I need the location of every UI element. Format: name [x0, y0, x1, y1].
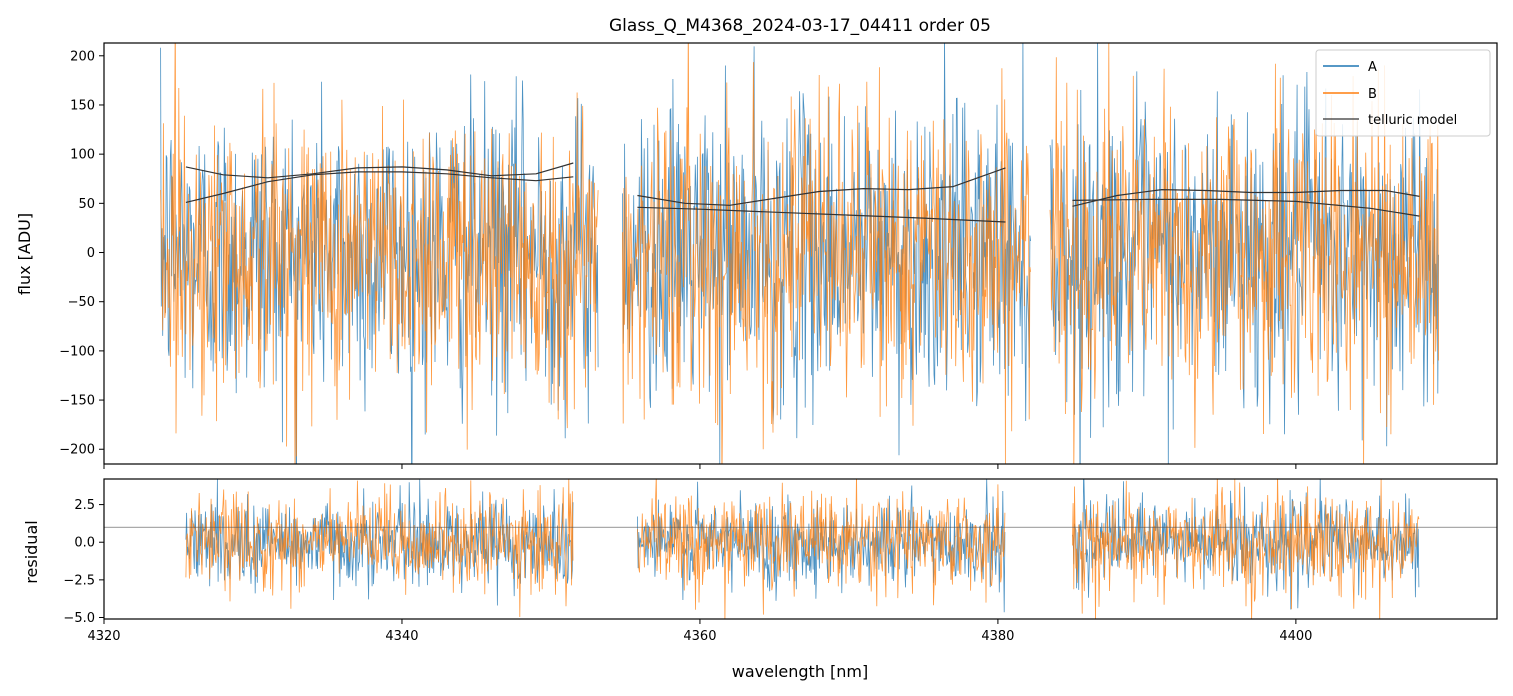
flux-y-ticks: 200 150 100 50 0 −50 −100 −150 −200: [59, 49, 104, 458]
series-a-segment-3: [1049, 43, 1439, 464]
flux-y-tick-label: −100: [59, 344, 95, 359]
telluric-model-curve-1: [185, 162, 574, 179]
series-b-segment-3: [1049, 43, 1439, 464]
telluric-model-curve-6: [1072, 198, 1420, 217]
x-tick-label: 4400: [1279, 629, 1312, 644]
legend-box: [1315, 49, 1491, 137]
flux-y-tick-label: 200: [70, 49, 95, 64]
series-b-segment-1: [160, 43, 599, 464]
residual-y-axis-label: residual: [22, 520, 41, 583]
legend: A B telluric model: [1315, 49, 1491, 137]
x-axis-label: wavelength [nm]: [732, 662, 869, 681]
flux-x-ticks: [103, 464, 1297, 469]
flux-y-tick-label: −50: [68, 295, 95, 310]
residual-b-segment-2: [637, 479, 1006, 619]
residual-b-segment-1: [185, 479, 574, 618]
x-tick-label: 4360: [683, 629, 716, 644]
flux-panel-frame: [103, 42, 1498, 465]
flux-y-tick-label: 100: [70, 148, 95, 163]
residual-panel-frame: [103, 478, 1498, 620]
legend-label-telluric-model: telluric model: [1368, 113, 1457, 128]
telluric-model-curve-5: [1072, 189, 1420, 207]
flux-y-tick-label: 150: [70, 98, 95, 113]
flux-y-tick-label: −200: [59, 443, 95, 458]
residual-a-segment-1: [185, 479, 574, 606]
residual-panel: 2.5 0.0 −2.5 −5.0 4320 4340 4360 4380 4400 resi…: [22, 478, 1498, 681]
series-b-segment-2: [622, 43, 1031, 464]
residual-y-tick-label: 0.0: [74, 536, 95, 551]
residual-y-ticks: 2.5 0.0 −2.5 −5.0: [63, 498, 104, 626]
x-tick-label: 4380: [981, 629, 1014, 644]
residual-plot-area: [104, 479, 1497, 619]
flux-y-tick-label: 50: [78, 197, 95, 212]
flux-y-tick-label: −150: [59, 394, 95, 409]
legend-label-b: B: [1368, 87, 1377, 102]
telluric-model-curve-3: [637, 167, 1006, 206]
flux-y-axis-label: flux [ADU]: [15, 213, 34, 295]
residual-y-tick-label: −5.0: [63, 611, 95, 626]
telluric-model-curve-4: [637, 206, 1006, 223]
flux-y-tick-label: 0: [87, 246, 95, 261]
residual-b-segment-3: [1072, 479, 1420, 619]
legend-label-a: A: [1368, 60, 1377, 75]
chart-title: Glass_Q_M4368_2024-03-17_04411 order 05: [609, 16, 991, 36]
residual-y-tick-label: −2.5: [63, 573, 95, 588]
residual-x-ticks: 4320 4340 4360 4380 4400: [87, 619, 1312, 644]
x-tick-label: 4340: [385, 629, 418, 644]
telluric-model-curve-2: [185, 171, 574, 203]
residual-y-tick-label: 2.5: [74, 498, 95, 513]
flux-panel: 200 150 100 50 0 −50 −100 −150 −200 flux [ADU] A…: [15, 42, 1498, 469]
x-tick-label: 4320: [87, 629, 120, 644]
flux-plot-area: [160, 43, 1439, 464]
